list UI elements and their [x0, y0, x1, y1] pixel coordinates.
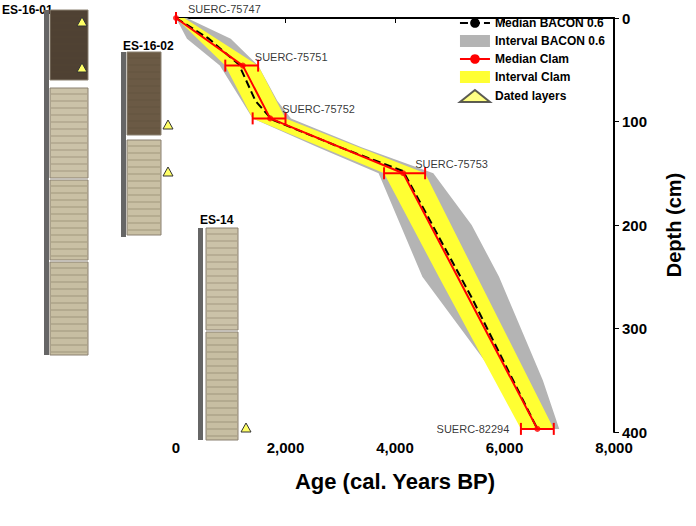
svg-text:Median Clam: Median Clam [495, 52, 569, 66]
svg-text:ES-16-02: ES-16-02 [123, 39, 174, 53]
svg-text:300: 300 [622, 320, 647, 337]
svg-text:4,000: 4,000 [376, 439, 414, 456]
svg-text:ES-14: ES-14 [200, 213, 234, 227]
svg-text:200: 200 [622, 217, 647, 234]
svg-text:SUERC-75752: SUERC-75752 [282, 103, 355, 115]
svg-text:Dated layers: Dated layers [495, 89, 567, 103]
svg-text:SUERC-82294: SUERC-82294 [437, 423, 510, 435]
svg-text:Age (cal. Years BP): Age (cal. Years BP) [295, 469, 495, 494]
svg-text:2,000: 2,000 [267, 439, 305, 456]
svg-text:SUERC-75753: SUERC-75753 [415, 158, 488, 170]
svg-text:100: 100 [622, 113, 647, 130]
svg-text:0: 0 [172, 439, 180, 456]
svg-text:0: 0 [622, 10, 630, 27]
svg-text:SUERC-75747: SUERC-75747 [188, 3, 261, 15]
svg-text:SUERC-75751: SUERC-75751 [255, 51, 328, 63]
svg-text:Interval BACON 0.6: Interval BACON 0.6 [495, 34, 605, 48]
svg-text:ES-16-01: ES-16-01 [2, 3, 53, 17]
svg-text:Median BACON 0.6: Median BACON 0.6 [495, 16, 604, 30]
svg-text:6,000: 6,000 [486, 439, 524, 456]
svg-text:Interval Clam: Interval Clam [495, 70, 570, 84]
svg-text:400: 400 [622, 424, 647, 441]
svg-text:8,000: 8,000 [595, 439, 633, 456]
svg-text:Depth (cm): Depth (cm) [663, 173, 685, 277]
